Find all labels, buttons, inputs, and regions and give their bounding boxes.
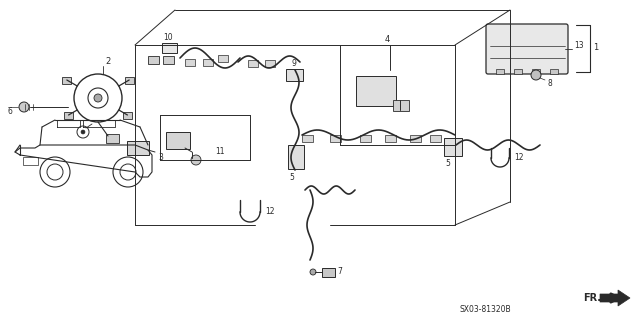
Text: 7: 7 (337, 268, 342, 276)
Text: 2: 2 (105, 58, 110, 67)
Text: 9: 9 (292, 60, 296, 68)
FancyBboxPatch shape (62, 76, 71, 84)
FancyBboxPatch shape (302, 135, 313, 142)
FancyBboxPatch shape (356, 76, 396, 106)
FancyBboxPatch shape (513, 69, 522, 74)
FancyBboxPatch shape (285, 68, 303, 81)
FancyBboxPatch shape (330, 135, 341, 142)
FancyBboxPatch shape (410, 135, 421, 142)
FancyBboxPatch shape (203, 59, 213, 66)
FancyBboxPatch shape (248, 60, 258, 67)
FancyBboxPatch shape (125, 76, 134, 84)
FancyBboxPatch shape (430, 135, 441, 142)
FancyBboxPatch shape (64, 111, 73, 118)
FancyBboxPatch shape (392, 100, 408, 110)
FancyBboxPatch shape (265, 60, 275, 67)
FancyBboxPatch shape (360, 135, 371, 142)
FancyBboxPatch shape (444, 138, 462, 156)
FancyBboxPatch shape (550, 69, 558, 74)
FancyBboxPatch shape (486, 24, 568, 74)
Text: 3: 3 (158, 154, 163, 163)
Text: 12: 12 (514, 154, 524, 163)
FancyBboxPatch shape (162, 55, 173, 63)
Circle shape (531, 70, 541, 80)
FancyBboxPatch shape (166, 132, 190, 149)
FancyBboxPatch shape (185, 59, 196, 66)
FancyBboxPatch shape (322, 268, 334, 276)
FancyBboxPatch shape (123, 111, 132, 118)
FancyBboxPatch shape (496, 69, 505, 74)
Text: 12: 12 (265, 207, 275, 217)
FancyBboxPatch shape (162, 43, 176, 52)
Circle shape (81, 130, 85, 134)
Circle shape (310, 269, 316, 275)
Text: 10: 10 (163, 34, 173, 43)
FancyBboxPatch shape (532, 69, 540, 74)
Text: 11: 11 (215, 148, 224, 156)
Text: 5: 5 (290, 172, 294, 181)
FancyBboxPatch shape (385, 135, 396, 142)
FancyBboxPatch shape (218, 55, 228, 62)
Bar (23, 157, 38, 165)
Text: 8: 8 (547, 78, 552, 87)
FancyBboxPatch shape (148, 55, 159, 63)
Circle shape (94, 94, 102, 102)
Text: 5: 5 (445, 158, 450, 167)
Text: 13: 13 (574, 41, 583, 50)
Text: 6: 6 (8, 108, 13, 116)
Circle shape (191, 155, 201, 165)
Circle shape (19, 102, 29, 112)
FancyBboxPatch shape (288, 145, 304, 169)
Text: 1: 1 (593, 44, 598, 52)
Text: SX03-81320B: SX03-81320B (460, 306, 512, 315)
Polygon shape (600, 290, 630, 306)
FancyBboxPatch shape (106, 133, 118, 142)
FancyBboxPatch shape (127, 141, 149, 155)
Text: 4: 4 (384, 36, 390, 44)
Text: FR.: FR. (583, 293, 601, 303)
